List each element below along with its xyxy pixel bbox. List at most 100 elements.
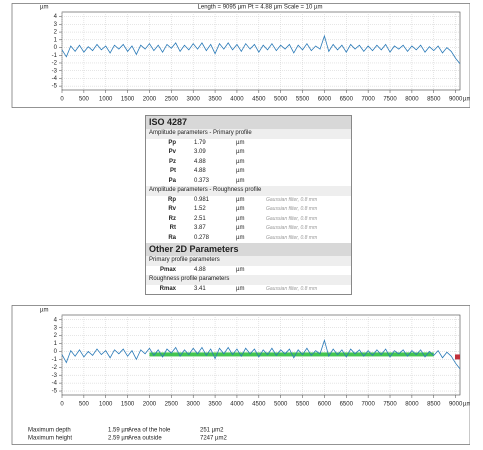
chart-title: Length = 9095 µm Pt = 4.88 µm Scale = 10… (198, 5, 323, 11)
parameter-row: Rz 2.51 µm Gaussian filter, 0.8 mm (146, 215, 351, 225)
y-tick-label: 1 (54, 37, 58, 43)
cell: 3.41 (194, 285, 206, 292)
y-tick-label: 0 (54, 349, 58, 355)
cell: Gaussian filter, 0.8 mm (266, 215, 318, 222)
x-tick-label: 5000 (274, 97, 288, 103)
x-tick-label: 4000 (230, 402, 244, 408)
x-tick-label: 3000 (187, 402, 201, 408)
parameter-row: Pp 1.79 µm (146, 139, 351, 149)
cell: µm (236, 149, 245, 155)
cell: Rp (168, 196, 176, 203)
cell: 4.88 (194, 158, 206, 165)
cell: µm (236, 196, 245, 203)
x-tick-label: 3000 (187, 97, 201, 103)
x-tick-label: 1000 (99, 402, 113, 408)
y-tick-label: 1 (54, 341, 58, 347)
x-tick-label: 8500 (427, 97, 441, 103)
parameter-row: Rmax 3.41 µm Gaussian filter, 0.8 mm (146, 285, 351, 295)
result-text: Maximum height (28, 436, 72, 442)
cell: Rmax (159, 285, 176, 292)
cell: µm (236, 215, 245, 222)
y-tick-label: 3 (54, 325, 58, 331)
cell: 3.87 (194, 225, 206, 231)
parameter-row: Ra 0.278 µm Gaussian filter, 0.8 mm (146, 234, 351, 244)
cell: 4.88 (194, 266, 206, 273)
cell: µm (236, 158, 245, 165)
parameter-row: Rv 1.52 µm Gaussian filter, 0.8 mm (146, 205, 351, 215)
result-text: 7247 µm2 (200, 436, 227, 442)
y-tick-label: 2 (54, 30, 58, 36)
x-tick-label: 1500 (121, 402, 135, 408)
profile-chart: µm µm 4 3 2 1 0 -1 -2 -3 -4 -5 0 500 1000 1500 2000 2500 3… (11, 305, 470, 445)
y-tick-label: -3 (52, 373, 58, 379)
x-tick-label: 6000 (318, 402, 332, 408)
cell: Rt (169, 225, 176, 231)
cell: 4.88 (194, 168, 206, 174)
end-marker (455, 354, 460, 360)
x-tick-label: 4500 (252, 97, 266, 103)
cell: µm (236, 168, 245, 174)
x-tick-label: 5000 (274, 402, 288, 408)
cell: µm (236, 285, 245, 292)
group-heading: Amplitude parameters - Roughness profile (146, 186, 351, 196)
x-tick-label: 7500 (383, 402, 397, 408)
cell: µm (236, 225, 245, 231)
cell: Gaussian filter, 0.8 mm (266, 225, 318, 231)
frame (11, 3, 470, 108)
y-tick-label: 4 (54, 317, 58, 323)
frame (11, 305, 470, 445)
x-tick-label: 4000 (230, 97, 244, 103)
parameter-row: Pmax 4.88 µm (146, 266, 351, 276)
parameter-row: Pt 4.88 µm (146, 167, 351, 177)
x-tick-label: 6500 (340, 97, 354, 103)
x-tick-label: 7000 (361, 97, 375, 103)
y-tick-label: 4 (54, 14, 58, 20)
y-tick-label: -1 (52, 53, 58, 59)
result-text: Area of the hole (128, 428, 171, 434)
x-tick-label: 6500 (340, 402, 354, 408)
y-tick-label: 2 (54, 333, 58, 339)
x-tick-label: 9000 (449, 97, 463, 103)
cell: 0.278 (194, 234, 210, 241)
cell: 1.79 (194, 139, 206, 146)
y-tick-label: -4 (52, 381, 58, 387)
group-heading: Primary profile parameters (146, 256, 351, 266)
parameter-row: Pv 3.09 µm (146, 148, 351, 158)
x-tick-label: 2500 (165, 402, 179, 408)
y-tick-label: -3 (52, 68, 58, 74)
cell: Rz (168, 215, 176, 222)
group-heading: Amplitude parameters - Primary profile (146, 129, 351, 139)
cell: µm (236, 177, 245, 184)
x-axis-label: µm (463, 97, 470, 103)
cell: Gaussian filter, 0.8 mm (266, 285, 318, 292)
x-axis-label: µm (463, 402, 470, 408)
y-axis-label: µm (40, 308, 48, 314)
cell: 0.373 (194, 177, 210, 184)
group-heading: Roughness profile parameters (146, 275, 351, 285)
x-tick-label: 8000 (405, 402, 419, 408)
parameter-row: Rp 0.981 µm Gaussian filter, 0.8 mm (146, 196, 351, 206)
x-tick-label: 1000 (99, 97, 113, 103)
cell: Gaussian filter, 0.8 mm (266, 234, 318, 241)
x-tick-label: 6000 (318, 97, 332, 103)
x-tick-label: 4500 (252, 402, 266, 408)
cell: 0.981 (194, 196, 210, 203)
cell: 2.51 (194, 215, 206, 222)
parameter-row: Pz 4.88 µm (146, 158, 351, 168)
cell: Pmax (159, 266, 176, 273)
x-tick-label: 7500 (383, 97, 397, 103)
y-tick-label: -1 (52, 357, 58, 363)
profile-line (61, 34, 461, 64)
x-tick-label: 0 (60, 97, 64, 103)
y-tick-label: -5 (52, 84, 58, 90)
parameter-row: Rt 3.87 µm Gaussian filter, 0.8 mm (146, 224, 351, 234)
cell: Ra (168, 234, 176, 241)
profile-line (61, 338, 461, 370)
y-tick-label: 3 (54, 22, 58, 28)
cell: Pz (168, 158, 176, 165)
cell: Gaussian filter, 0.8 mm (266, 206, 318, 212)
parameter-row: Pa 0.373 µm (146, 177, 351, 187)
result-text: Area outside (128, 436, 162, 442)
y-axis-label: µm (40, 5, 48, 11)
x-tick-label: 1500 (121, 97, 135, 103)
